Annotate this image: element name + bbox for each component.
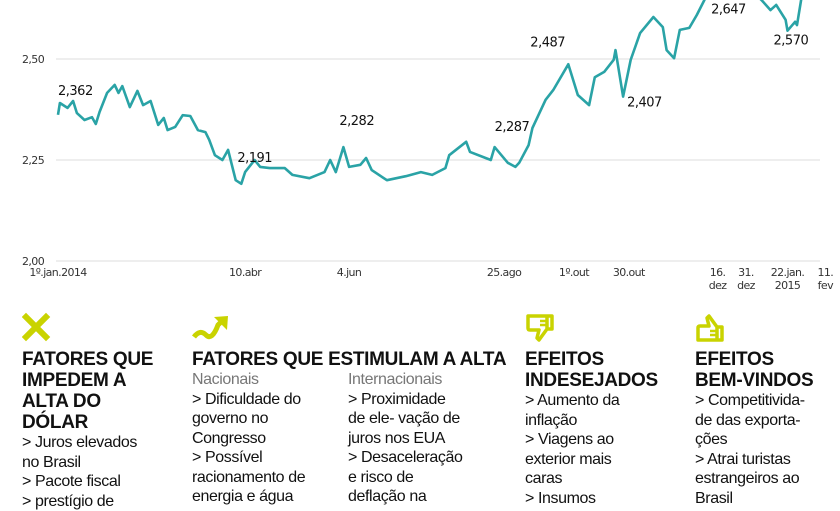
text-line: juros nos EUA — [348, 429, 508, 449]
text-line: > Desaceleração — [348, 448, 508, 468]
x-tick-label: 31.dez — [737, 266, 756, 292]
x-tick-label: 1º.jan.2014 — [29, 266, 87, 279]
text-line: > Juros elevados — [22, 433, 182, 453]
y-tick-label: 2,50 — [22, 53, 45, 66]
text-line: > Insumos — [525, 489, 685, 509]
text-line: EFEITOS — [695, 349, 840, 370]
text-line: > Competitivida- — [695, 391, 840, 411]
text-line: de das exporta- — [695, 411, 840, 431]
data-label: 2,487 — [530, 35, 565, 50]
section-title: FATORES QUE ESTIMULAM A ALTA — [192, 349, 512, 370]
text-line: no Brasil — [22, 453, 182, 473]
text-line: racionamento de — [192, 468, 348, 488]
text-line: EFEITOS — [525, 349, 685, 370]
text-line: DÓLAR — [22, 412, 182, 433]
text-line: Congresso — [192, 429, 348, 449]
y-tick-label: 2,25 — [22, 154, 45, 167]
data-label: 2,362 — [58, 84, 93, 99]
text-line: BEM-VINDOS — [695, 370, 840, 391]
text-line: inflação — [525, 411, 685, 431]
text-line: > Pacote fiscal — [22, 472, 182, 492]
text-line: > Proximidade — [348, 390, 508, 410]
text-line: ções — [695, 430, 840, 450]
text-line: energia e água — [192, 487, 348, 507]
data-label: 2,570 — [774, 34, 809, 49]
text-line: caras — [525, 469, 685, 489]
text-line: e risco de — [348, 468, 508, 488]
data-label: 2,287 — [495, 120, 530, 135]
text-line: IMPEDEM A — [22, 370, 182, 391]
text-line: ALTA DO — [22, 391, 182, 412]
x-tick-label: 4.jun — [337, 266, 362, 279]
x-tick-label: 1º.out — [559, 266, 590, 279]
section-estimulam: FATORES QUE ESTIMULAM A ALTA Nacionais >… — [192, 312, 512, 507]
text-line: governo no — [192, 409, 348, 429]
x-tick-label: 10.abr — [229, 266, 262, 279]
thumbs-up-icon — [695, 312, 725, 344]
text-line: FATORES QUE — [22, 349, 182, 370]
x-tick-label: 30.out — [613, 266, 646, 279]
section-body: > Competitivida-de das exporta-ções> Atr… — [695, 391, 840, 508]
x-tick-label: 25.ago — [487, 266, 522, 279]
subsection-label: Nacionais — [192, 370, 348, 390]
data-label: 2,282 — [339, 114, 374, 129]
thumbs-down-icon — [525, 312, 555, 344]
trend-up-icon — [192, 312, 232, 344]
text-line: deflação na — [348, 487, 508, 507]
text-line: Brasil — [695, 489, 840, 509]
text-line: exterior mais — [525, 450, 685, 470]
text-line: > Viagens ao — [525, 430, 685, 450]
text-line: de ele- vação de — [348, 409, 508, 429]
text-line: estrangeiros ao — [695, 469, 840, 489]
x-tick-label: 16.dez — [709, 266, 728, 292]
x-icon — [22, 312, 52, 344]
text-line: > Dificuldade do — [192, 390, 348, 410]
subsection-label: Internacionais — [348, 370, 508, 390]
x-tick-label: 11.fev — [817, 266, 834, 292]
text-line: > Aumento da — [525, 391, 685, 411]
data-label: 2,191 — [237, 151, 272, 166]
data-label: 2,407 — [627, 96, 662, 111]
series-line — [58, 0, 803, 184]
data-label: 2,647 — [711, 3, 746, 18]
text-line: INDESEJADOS — [525, 370, 685, 391]
text-line: > Atrai turistas — [695, 450, 840, 470]
text-line: > prestígio de — [22, 492, 182, 511]
text-line: > Possível — [192, 448, 348, 468]
x-tick-label: 22.jan.2015 — [771, 266, 805, 292]
